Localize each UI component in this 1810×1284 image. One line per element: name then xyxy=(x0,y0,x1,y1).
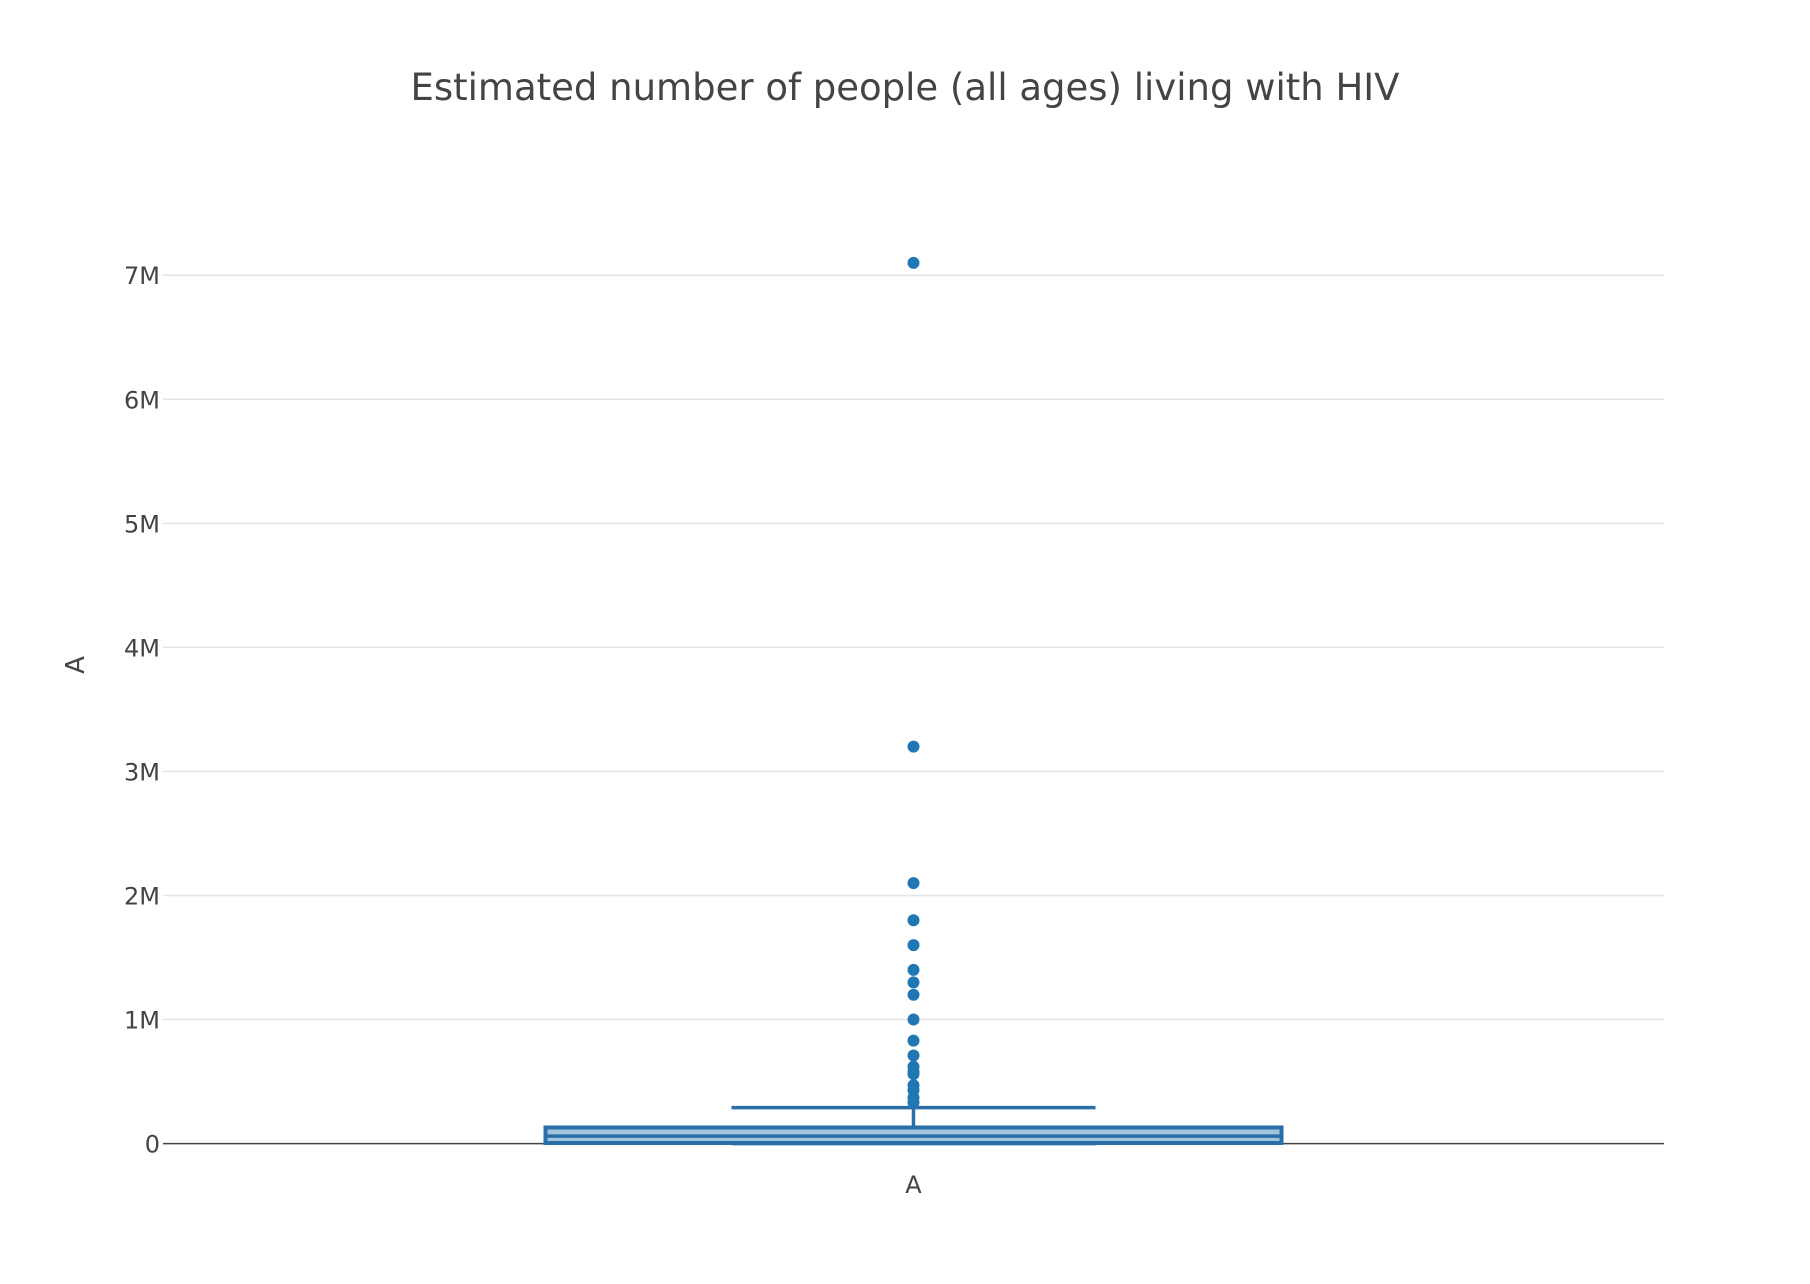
y-tick-label: 1M xyxy=(124,1007,160,1035)
y-tick-label: 7M xyxy=(124,262,160,290)
outlier-points xyxy=(907,256,920,1109)
outlier-point xyxy=(907,914,920,927)
outlier-point xyxy=(907,877,920,890)
x-axis: A xyxy=(905,1171,922,1199)
outlier-point xyxy=(907,939,920,952)
outlier-point xyxy=(907,1096,920,1109)
outlier-point xyxy=(907,256,920,269)
grid-lines xyxy=(163,274,1664,1145)
outlier-point xyxy=(907,976,920,989)
box-trace xyxy=(543,1105,1284,1146)
y-tick-label: 6M xyxy=(124,386,160,414)
y-tick-label: 5M xyxy=(124,510,160,538)
y-tick-label: 0 xyxy=(145,1131,160,1159)
chart-title: Estimated number of people (all ages) li… xyxy=(410,66,1399,109)
outlier-point xyxy=(907,963,920,976)
y-tick-label: 4M xyxy=(124,634,160,662)
y-axis-title: A xyxy=(61,656,91,674)
outlier-point xyxy=(907,1034,920,1047)
outlier-point xyxy=(907,740,920,753)
outlier-point xyxy=(907,1013,920,1026)
y-axis: 0 1M 2M 3M 4M 5M 6M 7M xyxy=(124,262,160,1158)
y-tick-label: 3M xyxy=(124,758,160,786)
x-tick-label: A xyxy=(905,1171,922,1199)
outlier-point xyxy=(907,988,920,1001)
y-tick-label: 2M xyxy=(124,882,160,910)
outlier-point xyxy=(907,1068,920,1081)
outlier-point xyxy=(907,1049,920,1062)
